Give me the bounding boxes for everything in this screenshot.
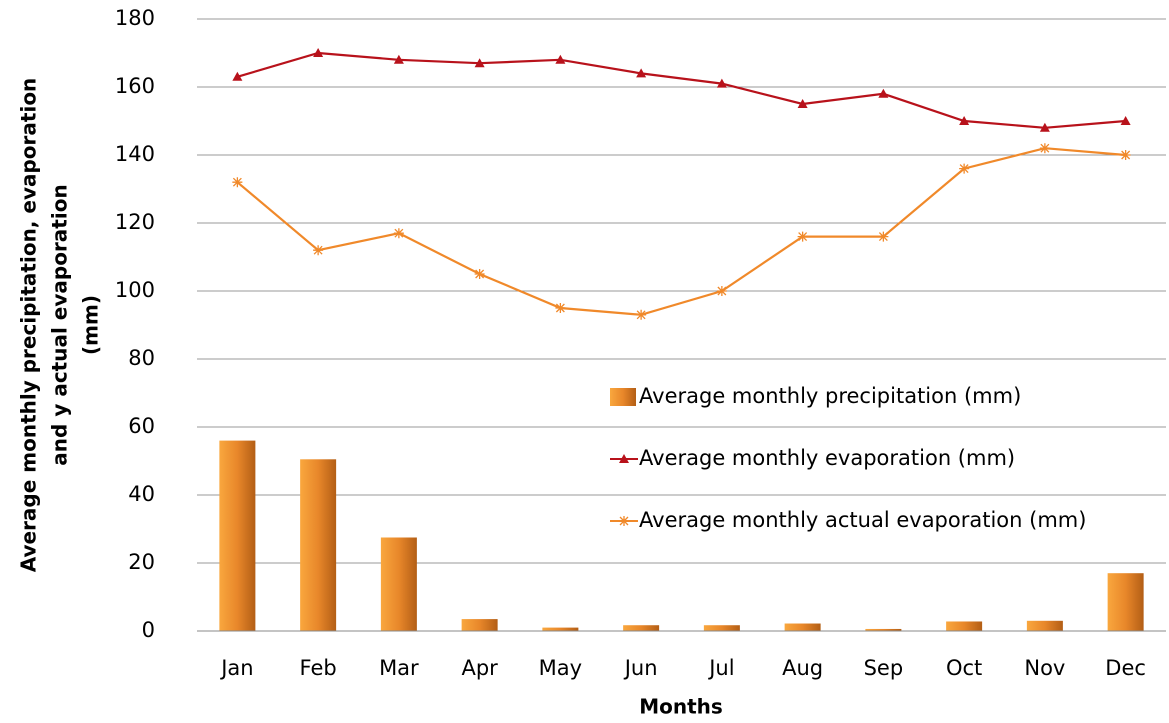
point: [959, 163, 970, 174]
point: [555, 303, 566, 313]
x-tick-label: Mar: [379, 656, 419, 680]
point: [474, 269, 485, 279]
bar: [865, 628, 902, 631]
legend-label: Average monthly precipitation (mm): [639, 384, 1021, 408]
point: [313, 245, 324, 256]
y-tick-label: 40: [128, 482, 155, 506]
x-tick-label: Oct: [946, 656, 982, 680]
legend-swatch: [610, 388, 636, 406]
y-tick-label: 60: [128, 414, 155, 438]
point: [1039, 122, 1050, 132]
bar: [219, 440, 256, 631]
legend-label: Average monthly evaporation (mm): [639, 446, 1015, 470]
x-tick-label: Jun: [623, 656, 658, 680]
y-axis-title: Average monthly precipitation, evaporati…: [17, 78, 41, 573]
x-tick-label: Nov: [1024, 656, 1065, 680]
x-tick-label: Feb: [300, 656, 337, 680]
x-tick-label: Apr: [461, 656, 498, 680]
point: [636, 309, 647, 320]
point: [716, 286, 727, 296]
bar: [380, 537, 417, 631]
x-tick-label: May: [539, 656, 582, 680]
point: [1120, 116, 1131, 125]
point: [636, 68, 647, 78]
bar: [703, 625, 740, 631]
point: [232, 71, 243, 81]
point: [716, 78, 727, 88]
line: [236, 147, 1126, 316]
point: [797, 99, 808, 108]
x-tick-label: Dec: [1105, 656, 1146, 680]
bar: [623, 625, 660, 631]
point: [313, 48, 324, 57]
bar: [784, 623, 821, 631]
point: [555, 54, 566, 64]
y-axis-title: and y actual evaporation: [48, 184, 72, 465]
y-tick-label: 160: [115, 74, 155, 98]
legend-label: Average monthly actual evaporation (mm): [639, 508, 1086, 532]
point: [474, 58, 485, 68]
point: [959, 116, 970, 125]
legend-marker: [619, 516, 629, 526]
bar: [946, 621, 983, 631]
point: [393, 228, 404, 239]
x-tick-label: Aug: [782, 656, 823, 680]
y-tick-label: 140: [115, 142, 155, 166]
point: [232, 177, 243, 188]
bar: [542, 627, 579, 631]
y-tick-label: 80: [128, 346, 155, 370]
bar: [461, 619, 498, 631]
point: [878, 231, 889, 242]
x-tick-label: Jan: [219, 656, 253, 680]
x-axis-title: Months: [639, 695, 723, 719]
y-tick-label: 0: [142, 618, 155, 642]
point: [797, 231, 808, 242]
point: [1039, 143, 1050, 154]
point: [1120, 150, 1131, 160]
legend-marker: [619, 454, 629, 463]
point: [393, 54, 404, 64]
point: [878, 88, 889, 98]
bar: [300, 459, 337, 631]
y-tick-label: 100: [115, 278, 155, 302]
line: [237, 51, 1126, 129]
y-axis-title: (mm): [79, 295, 103, 355]
y-tick-label: 120: [115, 210, 155, 234]
x-tick-label: Sep: [864, 656, 904, 680]
x-tick-label: Jul: [707, 656, 734, 680]
y-tick-label: 180: [115, 6, 155, 30]
y-tick-label: 20: [128, 550, 155, 574]
bar: [1026, 620, 1063, 631]
bar: [1107, 573, 1144, 631]
